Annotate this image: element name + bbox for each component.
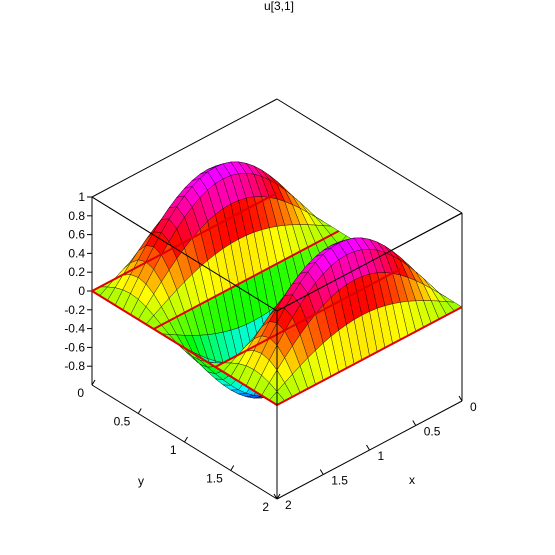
x-tick-label: 1 (378, 449, 385, 463)
x-tick-label: 2 (285, 498, 292, 512)
y-tick-label: 1.5 (206, 472, 223, 486)
x-axis-label: x (409, 473, 415, 487)
z-tick-label: 0.2 (68, 265, 85, 279)
zero-contour-lines (91, 192, 463, 406)
x-tick (273, 493, 278, 500)
z-tick-label: -0.8 (64, 359, 85, 373)
y-tick-label: 0.5 (114, 415, 131, 429)
y-tick-label: 1 (170, 443, 177, 457)
y-tick-label: 0 (77, 386, 84, 400)
y-axis-label: y (138, 474, 144, 488)
z-tick-label: 0 (78, 284, 85, 298)
y-tick (137, 408, 142, 414)
z-axis: 1 0.8 0.6 0.4 0.2 0 -0.2 -0.4 -0.6 -0.8 (64, 190, 92, 373)
box-edge (91, 196, 278, 312)
x-tick (366, 444, 370, 451)
zero-contour-line (214, 268, 401, 368)
zero-contour-edge (91, 192, 278, 292)
x-tick-label: 1.5 (331, 474, 348, 488)
y-axis: y 0 0.5 1 1.5 2 (77, 379, 281, 514)
x-tick (412, 420, 417, 426)
zero-contour-edge (276, 306, 463, 406)
y-tick (230, 465, 235, 471)
z-tick-label: -0.6 (64, 340, 85, 354)
x-tick-label: 0 (470, 400, 477, 414)
z-tick-label: 0.4 (68, 246, 85, 260)
box-edge (276, 212, 463, 312)
y-tick-label: 2 (262, 500, 269, 514)
x-tick (458, 395, 463, 402)
z-tick-label: 1 (78, 190, 85, 204)
zero-contour-line (153, 230, 340, 330)
y-tick (276, 493, 281, 500)
z-tick-label: 0.8 (68, 209, 85, 223)
x-tick (319, 469, 324, 475)
z-tick-label: -0.2 (64, 303, 85, 317)
x-axis: x 0 0.5 1 1.5 2 (273, 395, 477, 512)
chart-title: u[3,1] (264, 0, 294, 13)
box-edge (91, 98, 278, 198)
z-tick-label: -0.4 (64, 322, 85, 336)
y-tick (91, 379, 96, 386)
z-tick-label: 0.6 (68, 228, 85, 242)
x-tick-label: 0.5 (424, 425, 441, 439)
y-tick (184, 436, 188, 443)
box-edge (276, 98, 463, 214)
zero-contour-edge (91, 290, 278, 406)
